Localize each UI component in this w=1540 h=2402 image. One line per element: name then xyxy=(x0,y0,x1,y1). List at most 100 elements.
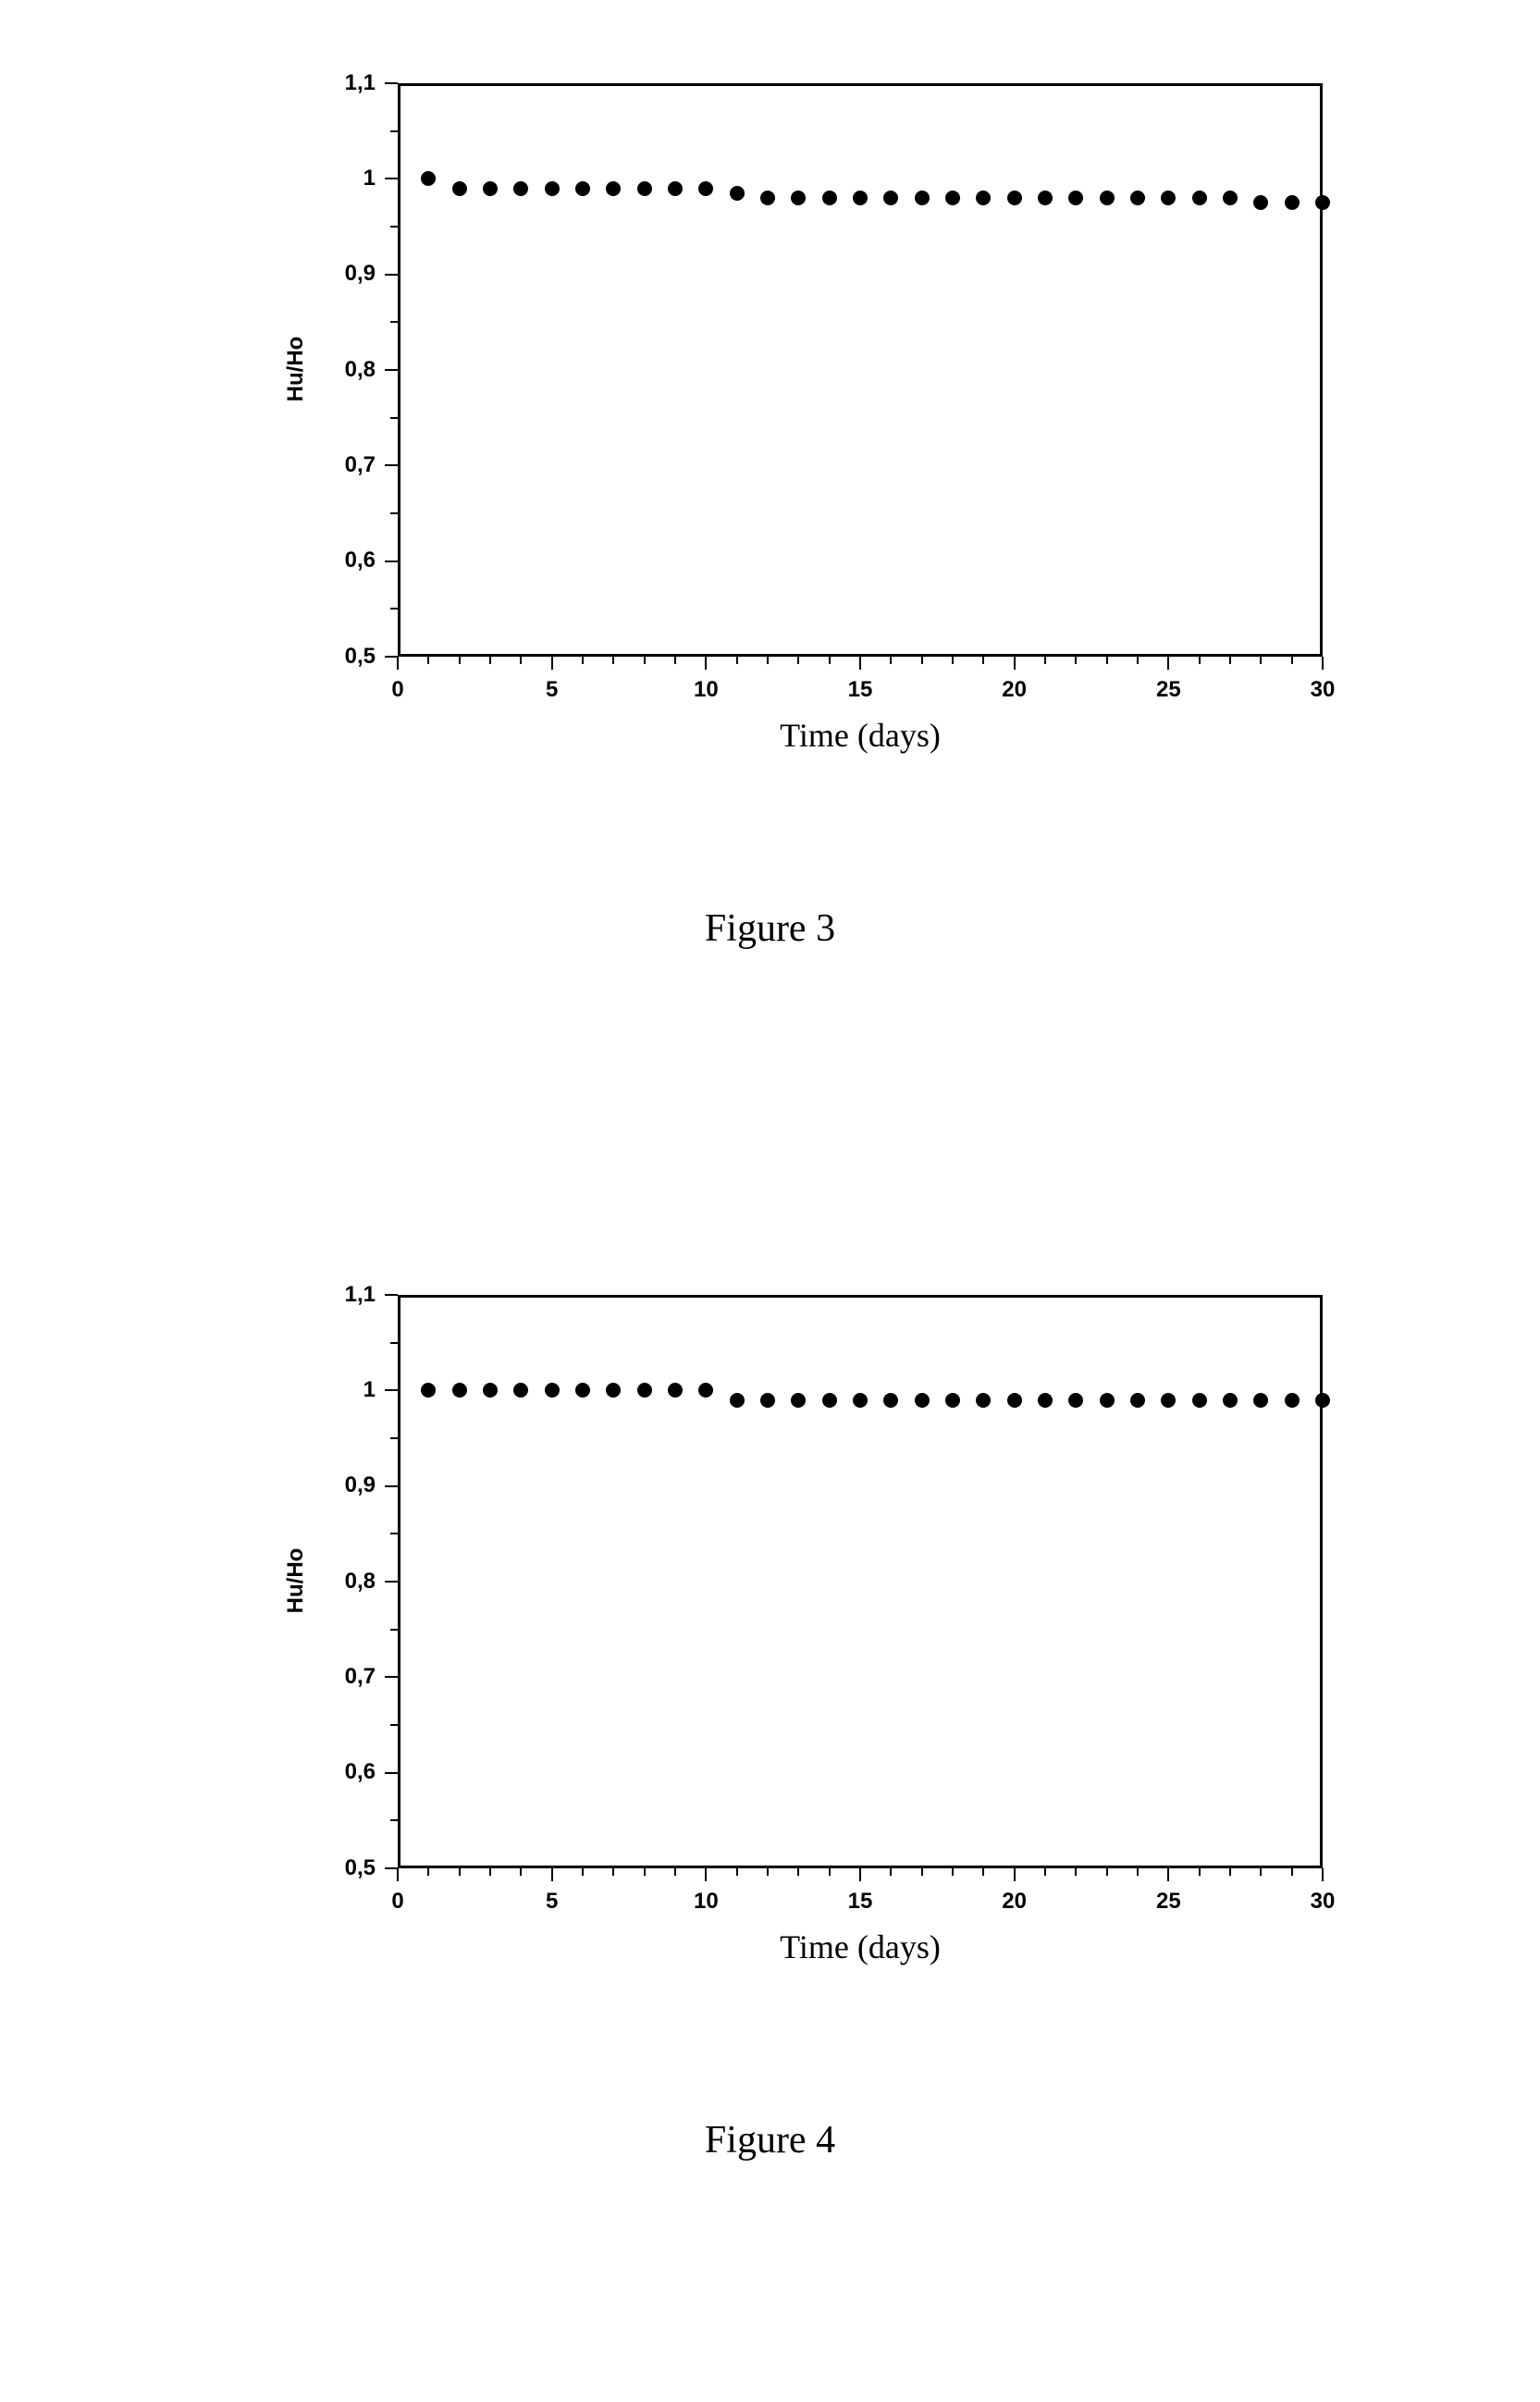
data-point xyxy=(1068,1393,1083,1408)
xtick xyxy=(397,1868,399,1881)
ytick-minor xyxy=(390,1533,398,1534)
chart-fig3: 0,50,60,70,80,911,1051015202530Hu/HoTime… xyxy=(185,55,1350,777)
ytick-label: 0,7 xyxy=(345,452,376,478)
data-point xyxy=(1130,191,1145,205)
ytick xyxy=(385,464,398,466)
xtick-minor xyxy=(1291,1868,1293,1876)
ytick-label: 0,6 xyxy=(345,548,376,573)
xtick-minor xyxy=(767,657,769,664)
xtick-label: 30 xyxy=(1295,1889,1350,1915)
ytick xyxy=(385,1389,398,1391)
ytick-minor xyxy=(390,608,398,610)
y-axis-label: Hu/Ho xyxy=(283,1525,309,1636)
data-point xyxy=(1161,1393,1176,1408)
ytick-minor xyxy=(390,1342,398,1344)
ytick-minor xyxy=(390,1819,398,1821)
xtick xyxy=(1167,657,1169,670)
ytick-label: 0,6 xyxy=(345,1759,376,1785)
xtick xyxy=(705,657,707,670)
data-point xyxy=(698,181,713,196)
xtick-minor xyxy=(797,1868,799,1876)
xtick-minor xyxy=(921,1868,923,1876)
xtick xyxy=(1322,657,1324,670)
data-point xyxy=(822,1393,837,1408)
xtick-label: 10 xyxy=(678,677,733,703)
xtick-label: 20 xyxy=(987,1889,1042,1915)
xtick-minor xyxy=(1199,1868,1201,1876)
ytick-label: 0,5 xyxy=(345,644,376,670)
xtick xyxy=(859,657,861,670)
ytick xyxy=(385,1294,398,1296)
ytick-minor xyxy=(390,1437,398,1439)
xtick-minor xyxy=(829,1868,831,1876)
ytick xyxy=(385,1772,398,1774)
xtick-label: 10 xyxy=(678,1889,733,1915)
data-point xyxy=(976,1393,991,1408)
data-point xyxy=(452,1383,467,1398)
data-point xyxy=(945,1393,960,1408)
ytick xyxy=(385,1867,398,1869)
ytick-minor xyxy=(390,512,398,514)
ytick-label: 0,9 xyxy=(345,1472,376,1498)
xtick xyxy=(1014,657,1016,670)
xtick-minor xyxy=(1044,1868,1046,1876)
figure-caption: Figure 3 xyxy=(0,906,1540,951)
ytick-label: 1 xyxy=(363,166,376,191)
ytick-label: 0,7 xyxy=(345,1664,376,1690)
data-point xyxy=(945,191,960,205)
xtick-minor xyxy=(1229,1868,1231,1876)
xtick-minor xyxy=(890,1868,892,1876)
xtick-minor xyxy=(489,657,491,664)
xtick-minor xyxy=(612,1868,614,1876)
xtick-minor xyxy=(520,657,522,664)
xtick-minor xyxy=(489,1868,491,1876)
ytick-label: 0,5 xyxy=(345,1855,376,1881)
xtick-minor xyxy=(459,1868,461,1876)
plot-area xyxy=(398,83,1323,657)
data-point xyxy=(1007,1393,1022,1408)
y-axis-label: Hu/Ho xyxy=(283,314,309,425)
xtick-minor xyxy=(582,1868,584,1876)
xtick-minor xyxy=(1137,1868,1139,1876)
x-axis-label: Time (days) xyxy=(398,1928,1323,1966)
xtick-minor xyxy=(1229,657,1231,664)
xtick-minor xyxy=(1075,1868,1077,1876)
data-point xyxy=(637,181,652,196)
ytick-label: 1,1 xyxy=(345,1282,376,1308)
xtick-label: 25 xyxy=(1140,677,1196,703)
ytick xyxy=(385,82,398,84)
data-point xyxy=(452,181,467,196)
x-axis-label: Time (days) xyxy=(398,716,1323,755)
data-point xyxy=(1038,1393,1053,1408)
xtick-minor xyxy=(1044,657,1046,664)
xtick-minor xyxy=(736,1868,738,1876)
ytick xyxy=(385,656,398,658)
xtick-minor xyxy=(520,1868,522,1876)
data-point xyxy=(1315,1393,1330,1408)
ytick-label: 0,8 xyxy=(345,1569,376,1595)
xtick-minor xyxy=(459,657,461,664)
data-point xyxy=(606,181,621,196)
xtick-minor xyxy=(427,657,429,664)
data-point xyxy=(1130,1393,1145,1408)
xtick-minor xyxy=(797,657,799,664)
ytick-label: 1 xyxy=(363,1377,376,1403)
ytick xyxy=(385,274,398,276)
xtick-minor xyxy=(582,657,584,664)
xtick-minor xyxy=(1291,657,1293,664)
xtick-minor xyxy=(736,657,738,664)
ytick-minor xyxy=(390,417,398,419)
xtick-minor xyxy=(1137,657,1139,664)
data-point xyxy=(637,1383,652,1398)
xtick-label: 5 xyxy=(524,677,580,703)
xtick-minor xyxy=(982,657,984,664)
data-point xyxy=(760,1393,775,1408)
xtick-minor xyxy=(1199,657,1201,664)
data-point xyxy=(1253,1393,1268,1408)
xtick xyxy=(1322,1868,1324,1881)
data-point xyxy=(1223,1393,1238,1408)
ytick xyxy=(385,1676,398,1678)
data-point xyxy=(545,1383,560,1398)
data-point xyxy=(1100,191,1115,205)
xtick xyxy=(1014,1868,1016,1881)
